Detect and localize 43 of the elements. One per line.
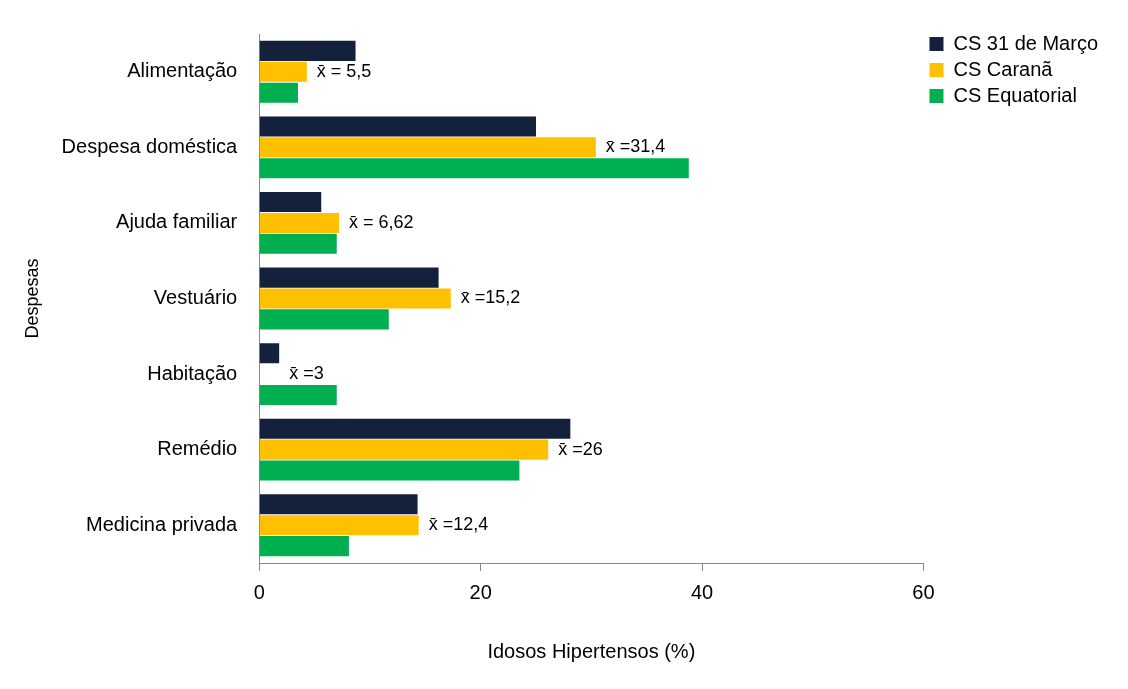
x-tick-label: 0 <box>253 580 265 603</box>
x-tick-label: 20 <box>469 580 492 603</box>
y-tick-label: Vestuário <box>153 286 238 309</box>
y-tick-label: Alimentação <box>127 59 238 82</box>
bar <box>259 61 307 82</box>
y-tick-label: Despesa doméstica <box>61 134 239 157</box>
annotation: x̄ =26 <box>558 438 603 459</box>
bar <box>259 418 571 439</box>
annotation: x̄ =3 <box>289 363 324 384</box>
y-tick-label: Ajuda familiar <box>116 210 238 233</box>
bar <box>259 343 280 364</box>
annotation: x̄ =12,4 <box>428 514 489 535</box>
y-tick-label: Remédio <box>157 437 238 460</box>
annotation: x̄ =31,4 <box>605 136 666 157</box>
bar <box>259 116 537 137</box>
bar <box>259 515 419 536</box>
bar <box>259 288 451 309</box>
legend-label: CS 31 de Março <box>953 31 1098 54</box>
legend-label: CS Equatorial <box>953 83 1077 106</box>
bar <box>259 309 389 330</box>
bar <box>259 158 689 179</box>
y-tick-label: Medicina privada <box>86 512 239 535</box>
annotation: x̄ = 6,62 <box>348 211 414 232</box>
x-tick-label: 40 <box>690 580 714 603</box>
bar <box>259 460 520 481</box>
bar <box>259 536 349 557</box>
bar <box>259 137 596 158</box>
y-axis-title: Despesas <box>21 258 42 339</box>
bar <box>259 191 322 213</box>
annotation: x̄ = 5,5 <box>316 60 372 81</box>
annotation: x̄ =15,2 <box>460 287 521 308</box>
bar <box>259 439 549 460</box>
legend-label: CS Caranã <box>953 57 1054 80</box>
bar <box>259 233 337 254</box>
x-axis-title: Idosos Hipertensos (%) <box>487 639 696 662</box>
bar <box>259 384 337 406</box>
bar <box>259 212 339 233</box>
bar <box>259 40 356 61</box>
y-tick-label: Habitação <box>147 361 238 384</box>
x-tick-label: 60 <box>912 580 935 603</box>
bar <box>259 494 418 515</box>
bar <box>259 267 439 288</box>
bar <box>259 82 298 103</box>
